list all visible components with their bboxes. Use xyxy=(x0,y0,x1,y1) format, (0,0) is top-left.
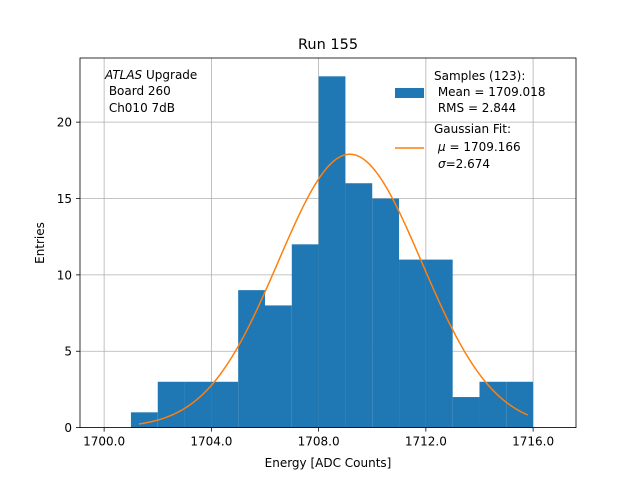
y-tick-label-2: 10 xyxy=(57,268,72,282)
annotation-line-3: Ch010 7dB xyxy=(105,101,175,115)
legend-sigma-symbol: σ xyxy=(438,157,446,171)
x-tick-label-1: 1704.0 xyxy=(190,435,232,449)
histogram-bar-0 xyxy=(130,412,158,428)
gaussian-fit-curve xyxy=(138,153,529,425)
x-tick-label-3: 1712.0 xyxy=(405,435,447,449)
histogram-bar-6 xyxy=(291,244,319,428)
plot-frame xyxy=(79,57,577,429)
legend-samples-line-3: RMS = 2.844 xyxy=(434,101,516,115)
legend-fit-title: Gaussian Fit: xyxy=(434,122,511,136)
legend-mu-value: = 1709.166 xyxy=(446,140,521,154)
y-tick-label-3: 15 xyxy=(57,192,72,206)
x-axis-label: Energy [ADC Counts] xyxy=(265,456,392,470)
histogram-bar-5 xyxy=(264,305,292,428)
annotation-line-1: ATLAS Upgrade xyxy=(104,68,197,82)
legend-samples-swatch xyxy=(395,88,424,98)
legend-fit-mu: μ = 1709.166 xyxy=(437,140,521,154)
histogram-bar-4 xyxy=(238,290,265,428)
y-axis-ticks: 0 5 10 15 20 xyxy=(57,116,80,435)
y-tick-label-0: 0 xyxy=(64,421,72,435)
histogram-bar-12 xyxy=(452,397,480,428)
legend-fit-sigma: σ=2.674 xyxy=(438,157,490,171)
legend-sigma-value: =2.674 xyxy=(446,157,490,171)
x-axis-ticks: 1700.0 1704.0 1708.0 1712.0 1716.0 xyxy=(83,427,554,449)
legend-samples-line-2: Mean = 1709.018 xyxy=(434,85,545,99)
histogram-bars xyxy=(130,76,534,428)
y-axis-label: Entries xyxy=(33,222,47,264)
histogram-bar-10 xyxy=(399,259,426,428)
y-tick-label-1: 5 xyxy=(64,345,72,359)
legend-mu-symbol: μ xyxy=(437,140,446,154)
histogram-bar-13 xyxy=(479,381,507,428)
histogram-bar-7 xyxy=(318,76,346,428)
histogram-bar-3 xyxy=(211,381,239,428)
annotation-line-2: Board 260 xyxy=(105,84,171,98)
atlas-annotation: ATLAS Upgrade Board 260 Ch010 7dB xyxy=(104,68,197,115)
x-tick-label-2: 1708.0 xyxy=(298,435,340,449)
histogram-bar-9 xyxy=(372,198,400,428)
x-tick-label-4: 1716.0 xyxy=(512,435,554,449)
legend: Samples (123): Mean = 1709.018 RMS = 2.8… xyxy=(395,69,545,171)
annotation-atlas: ATLAS xyxy=(104,68,143,82)
x-tick-label-0: 1700.0 xyxy=(83,435,125,449)
histogram-bar-11 xyxy=(425,259,453,428)
histogram-bar-1 xyxy=(157,381,185,428)
histogram-bar-8 xyxy=(345,183,373,428)
annotation-upgrade: Upgrade xyxy=(142,68,197,82)
legend-samples-line-1: Samples (123): xyxy=(434,69,525,83)
chart-title: Run 155 xyxy=(298,37,358,53)
y-tick-label-4: 20 xyxy=(57,116,72,130)
